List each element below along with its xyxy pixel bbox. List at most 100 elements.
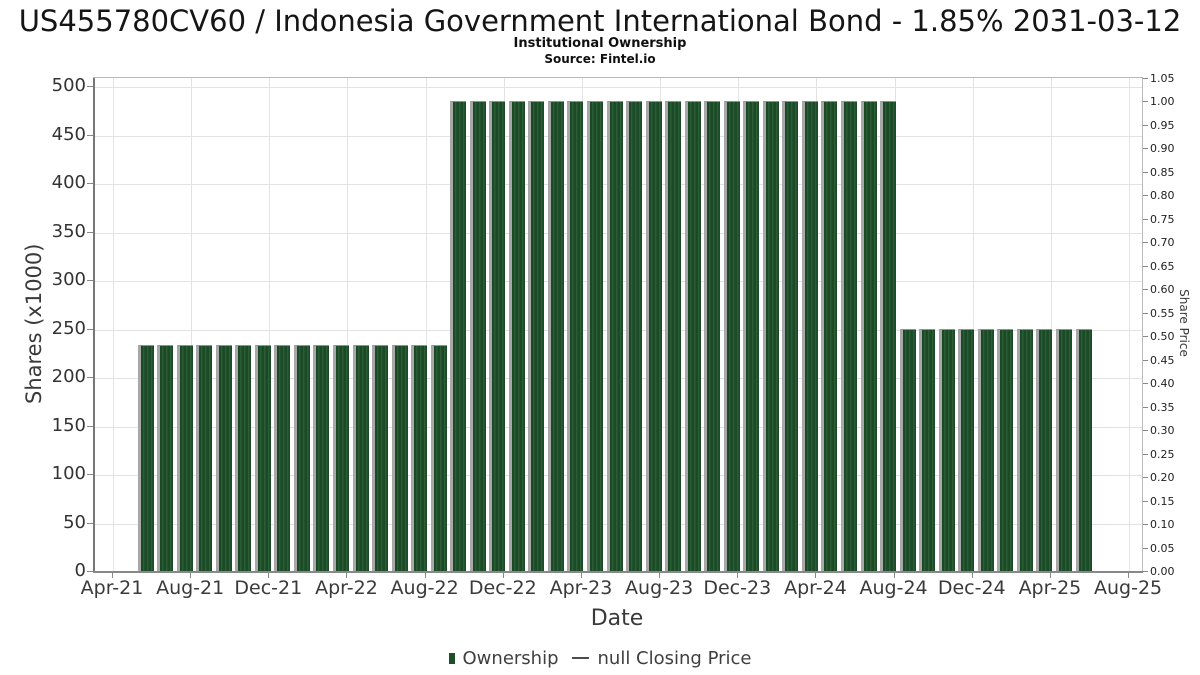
x-tick-label: Aug-22 — [390, 577, 459, 599]
ownership-bar — [665, 101, 682, 572]
x-tick — [190, 572, 192, 578]
y-left-tick — [87, 86, 93, 87]
y-right-tick — [1143, 101, 1148, 103]
legend-ownership-label: Ownership — [462, 647, 559, 669]
gridline-v — [191, 78, 193, 572]
y-right-tick-label: 0.50 — [1150, 330, 1175, 344]
ownership-bar — [1036, 329, 1053, 572]
y-right-tick — [1143, 500, 1148, 502]
ownership-bar — [1055, 329, 1072, 572]
ownership-bar — [801, 101, 818, 572]
ownership-bar — [1075, 329, 1092, 572]
ownership-bar — [860, 101, 877, 572]
x-tick-label: Aug-24 — [859, 577, 928, 599]
ownership-bar — [723, 101, 740, 572]
ownership-bar — [176, 345, 193, 572]
x-tick — [659, 572, 661, 578]
ownership-bar — [137, 345, 154, 572]
ownership-bar — [997, 329, 1014, 572]
x-tick-label: Apr-22 — [315, 577, 378, 599]
y-right-tick — [1143, 289, 1148, 291]
ownership-bar — [547, 101, 564, 572]
ownership-bar — [919, 329, 936, 572]
y-left-tick-label: 150 — [51, 414, 86, 436]
gridline-v — [425, 78, 427, 572]
ownership-bar — [899, 329, 916, 572]
ownership-bar — [430, 345, 447, 572]
chart-legend: Ownership null Closing Price — [0, 646, 1200, 670]
ownership-bar — [645, 101, 662, 572]
y-right-tick — [1143, 383, 1148, 385]
x-tick-label: Aug-23 — [625, 577, 694, 599]
x-axis-title: Date — [590, 606, 644, 631]
y-left-tick-label: 400 — [51, 172, 86, 193]
ownership-bar — [704, 101, 721, 572]
ownership-bar — [254, 345, 271, 572]
y-right-tick — [1143, 359, 1148, 361]
y-left-tick — [87, 231, 93, 233]
ownership-bar — [293, 345, 310, 572]
y-left-tick — [87, 522, 93, 524]
ownership-bar — [235, 345, 252, 572]
y-right-tick-label: 0.80 — [1150, 189, 1175, 203]
y-left-tick — [87, 134, 93, 136]
y-right-tick-label: 0.25 — [1150, 447, 1175, 461]
ownership-bar — [313, 345, 330, 572]
ownership-bar — [274, 345, 291, 572]
ownership-bar — [821, 101, 838, 572]
gridline-v — [972, 78, 974, 572]
ownership-bar — [1016, 329, 1033, 572]
plot-area — [93, 77, 1143, 573]
ownership-bar — [587, 101, 603, 572]
ownership-bar — [352, 345, 369, 572]
chart-title: US455780CV60 / Indonesia Government Inte… — [18, 4, 1182, 38]
y-left-tick-label: 0 — [74, 560, 86, 581]
ownership-bar — [977, 329, 994, 572]
y-right-tick-label: 0.95 — [1150, 118, 1175, 132]
y-left-tick — [87, 571, 93, 572]
gridline-v — [347, 78, 349, 572]
y-right-tick-label: 0.35 — [1150, 400, 1175, 414]
y-left-tick-label: 450 — [51, 123, 86, 145]
y-left-tick — [87, 377, 93, 378]
y-right-tick-label: 0.00 — [1150, 565, 1175, 578]
gridline-h — [94, 87, 1142, 88]
x-tick-label: Dec-22 — [468, 577, 537, 599]
y-right-tick-label: 1.00 — [1150, 95, 1175, 109]
y-right-tick-label: 0.20 — [1150, 471, 1175, 485]
y-axis-title-right: Share Price — [1177, 289, 1191, 357]
ownership-bar — [743, 101, 760, 572]
ownership-bar — [762, 101, 779, 572]
x-tick — [815, 572, 817, 578]
ownership-bar — [782, 101, 799, 572]
y-right-tick — [1143, 336, 1148, 338]
ownership-bar — [157, 345, 174, 572]
x-tick-label: Apr-25 — [1018, 577, 1082, 599]
y-axis-line — [93, 78, 95, 572]
y-left-tick-label: 350 — [51, 220, 86, 242]
y-left-tick-label: 100 — [51, 463, 86, 484]
ownership-bar — [938, 329, 955, 572]
y-right-tick — [1143, 571, 1148, 572]
y-left-tick-label: 250 — [51, 317, 86, 339]
gridline-v — [269, 78, 271, 572]
y-right-tick-label: 0.45 — [1150, 353, 1175, 367]
y-right-tick — [1143, 124, 1148, 126]
y-left-tick — [87, 425, 93, 427]
y-right-tick-label: 0.85 — [1150, 165, 1175, 179]
y-right-tick-label: 0.70 — [1150, 236, 1175, 250]
ownership-swatch-icon — [448, 652, 455, 664]
closing-price-line-icon — [571, 657, 589, 659]
y-left-tick-label: 300 — [51, 269, 86, 290]
y-right-tick-label: 0.05 — [1150, 541, 1175, 555]
y-right-tick — [1143, 171, 1148, 173]
y-left-tick — [87, 280, 93, 281]
chart-subtitle: Institutional Ownership — [513, 36, 687, 51]
ownership-bar — [958, 329, 975, 572]
ownership-bar — [528, 101, 545, 572]
y-right-tick — [1143, 406, 1148, 408]
ownership-bar — [332, 345, 349, 572]
y-right-tick-label: 0.55 — [1150, 306, 1175, 320]
y-right-tick-label: 0.65 — [1150, 259, 1175, 273]
y-left-tick-label: 50 — [63, 511, 86, 533]
